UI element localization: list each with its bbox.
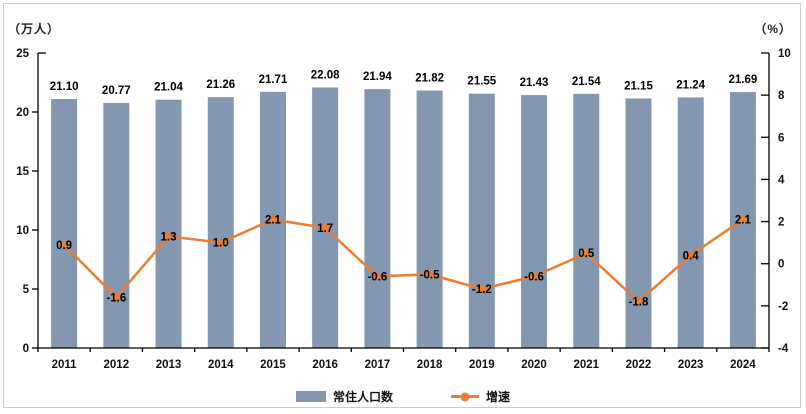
x-tick-label-2021: 2021 bbox=[573, 359, 599, 371]
left-axis-tick-label: 25 bbox=[16, 48, 29, 60]
bar-2017 bbox=[364, 89, 391, 348]
line-value-label: -0.6 bbox=[524, 271, 544, 283]
line-marker-icon bbox=[460, 392, 470, 401]
legend-item-growth: 增速 bbox=[451, 388, 510, 405]
left-axis-tick-label: 10 bbox=[16, 225, 29, 237]
right-axis-tick-label: -4 bbox=[778, 343, 789, 355]
line-value-label: -0.5 bbox=[420, 269, 440, 281]
line-marker bbox=[425, 270, 434, 279]
line-series-swatch bbox=[451, 392, 479, 401]
x-tick-label-2022: 2022 bbox=[626, 359, 652, 371]
left-axis-tick-label: 5 bbox=[23, 284, 30, 296]
x-tick-label-2016: 2016 bbox=[312, 359, 338, 371]
line-marker bbox=[477, 285, 486, 293]
right-axis-tick-label: 0 bbox=[778, 259, 784, 271]
bar-value-label: 21.26 bbox=[206, 79, 235, 91]
bar-2013 bbox=[155, 99, 182, 348]
bar-series-swatch bbox=[295, 391, 326, 402]
x-tick-label-2017: 2017 bbox=[365, 359, 391, 371]
bar-2012 bbox=[103, 102, 130, 348]
bar-value-label: 21.71 bbox=[259, 74, 288, 86]
line-value-label: 0.4 bbox=[683, 250, 700, 262]
bar-2016 bbox=[312, 87, 339, 349]
line-marker bbox=[216, 238, 225, 247]
line-value-label: -1.2 bbox=[472, 284, 492, 296]
line-marker bbox=[60, 240, 69, 249]
x-tick-label-2012: 2012 bbox=[104, 359, 130, 371]
line-value-label: 0.5 bbox=[578, 248, 595, 260]
left-axis-unit-label: （万人） bbox=[8, 22, 61, 36]
bar-value-label: 21.15 bbox=[624, 80, 653, 92]
right-axis-tick-label: 6 bbox=[778, 132, 784, 144]
x-tick-label-2024: 2024 bbox=[730, 359, 756, 371]
bar-value-label: 21.04 bbox=[154, 82, 183, 94]
x-tick-label-2014: 2014 bbox=[208, 359, 234, 371]
line-value-label: 2.1 bbox=[265, 214, 282, 226]
x-tick-label-2013: 2013 bbox=[156, 359, 182, 371]
bar-2018 bbox=[416, 90, 443, 349]
bar-value-label: 22.08 bbox=[311, 69, 340, 81]
bar-value-label: 21.24 bbox=[676, 79, 705, 91]
line-marker bbox=[321, 223, 330, 232]
right-axis-tick-label: 4 bbox=[778, 174, 785, 186]
right-axis-tick-label: -2 bbox=[778, 301, 788, 313]
line-marker bbox=[738, 215, 747, 224]
legend: 常住人口数 增速 bbox=[0, 388, 806, 405]
line-marker bbox=[112, 293, 121, 302]
x-tick-label-2023: 2023 bbox=[678, 359, 704, 371]
bar-value-label: 21.82 bbox=[415, 73, 444, 85]
bar-value-label: 21.94 bbox=[363, 71, 392, 83]
bar-value-label: 21.43 bbox=[520, 77, 549, 89]
bar-2014 bbox=[207, 97, 234, 349]
bar-2019 bbox=[468, 93, 495, 349]
bar-value-label: 21.69 bbox=[729, 74, 758, 86]
growth-rate-line bbox=[62, 218, 745, 303]
bar-2021 bbox=[573, 93, 600, 348]
line-value-label: -0.6 bbox=[367, 271, 387, 283]
line-marker bbox=[634, 297, 643, 306]
legend-label-growth: 增速 bbox=[486, 390, 511, 404]
left-axis-tick-label: 15 bbox=[16, 166, 29, 178]
line-value-label: 1.7 bbox=[317, 223, 333, 235]
bar-value-label: 21.55 bbox=[467, 76, 496, 88]
x-tick-label-2015: 2015 bbox=[260, 359, 286, 371]
left-axis-tick-label: 0 bbox=[23, 343, 29, 355]
line-value-label: 1.3 bbox=[161, 231, 177, 243]
bar-2023 bbox=[677, 97, 704, 348]
right-axis-tick-label: 2 bbox=[778, 217, 784, 229]
bar-2020 bbox=[521, 95, 548, 348]
x-tick-label-2011: 2011 bbox=[52, 359, 78, 371]
right-axis-tick-label: 10 bbox=[778, 48, 791, 60]
line-marker bbox=[268, 215, 277, 224]
right-axis-tick-label: 8 bbox=[778, 90, 785, 102]
legend-item-population: 常住人口数 bbox=[295, 388, 393, 405]
legend-label-population: 常住人口数 bbox=[332, 390, 393, 404]
line-value-label: 0.9 bbox=[56, 240, 72, 252]
line-value-label: 2.1 bbox=[735, 214, 752, 226]
x-tick-label-2018: 2018 bbox=[417, 359, 443, 371]
x-tick-label-2019: 2019 bbox=[469, 359, 495, 371]
line-marker bbox=[582, 249, 591, 258]
line-value-label: 1.0 bbox=[213, 238, 229, 250]
right-axis-unit-label: （%） bbox=[754, 22, 792, 36]
bar-2011 bbox=[51, 99, 78, 349]
bar-value-label: 21.10 bbox=[50, 81, 79, 93]
left-axis-tick-label: 20 bbox=[16, 107, 29, 119]
line-value-label: -1.8 bbox=[629, 297, 649, 309]
bar-2022 bbox=[625, 98, 652, 349]
line-marker bbox=[373, 272, 382, 281]
bar-value-label: 21.54 bbox=[572, 76, 601, 88]
line-marker bbox=[530, 272, 539, 281]
x-tick-label-2020: 2020 bbox=[521, 359, 547, 371]
line-marker bbox=[686, 251, 695, 260]
line-value-label: -1.6 bbox=[106, 292, 126, 304]
line-marker bbox=[164, 232, 173, 241]
bar-value-label: 20.77 bbox=[102, 85, 131, 97]
